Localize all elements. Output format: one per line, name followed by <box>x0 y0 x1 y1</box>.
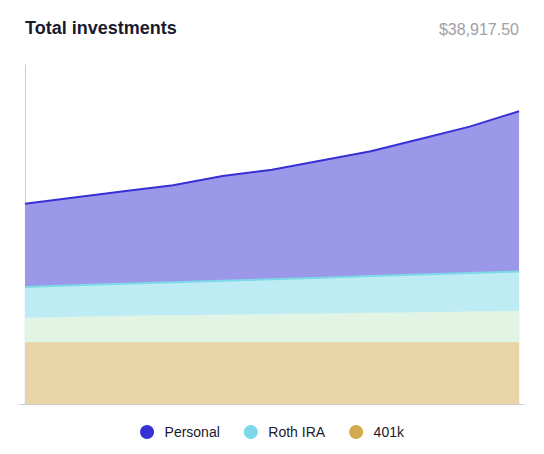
svg-text:Roth IRA: Roth IRA <box>268 424 325 440</box>
svg-text:Personal: Personal <box>165 424 220 440</box>
svg-text:Total investments: Total investments <box>25 18 177 38</box>
svg-text:401k: 401k <box>374 424 405 440</box>
svg-text:$38,917.50: $38,917.50 <box>439 21 519 38</box>
